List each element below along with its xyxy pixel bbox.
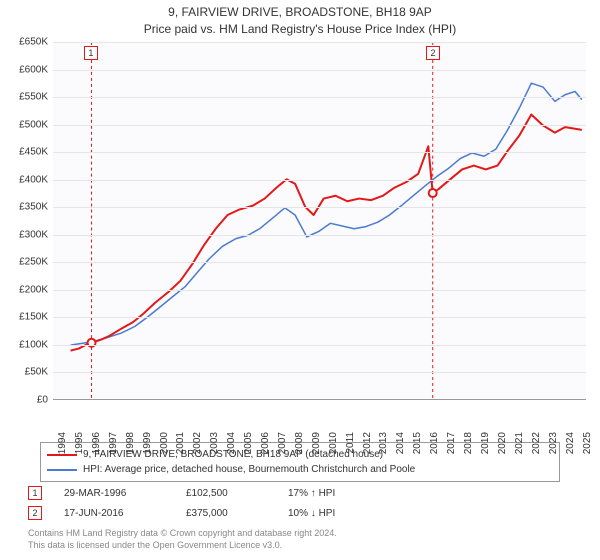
marker-number-box: 1 (84, 46, 98, 60)
x-axis-label: 2017 (446, 432, 457, 454)
y-axis-label: £150K (4, 312, 48, 323)
x-axis-label: 1998 (125, 432, 136, 454)
gridline (53, 42, 586, 43)
x-axis-label: 2015 (412, 432, 423, 454)
y-axis-label: £650K (4, 37, 48, 48)
x-axis-label: 2010 (328, 432, 339, 454)
y-axis-label: £0 (4, 395, 48, 406)
marker-point (429, 189, 437, 197)
gridline (53, 262, 586, 263)
x-axis-label: 2012 (362, 432, 373, 454)
title-line-2: Price paid vs. HM Land Registry's House … (0, 21, 600, 38)
y-axis-label: £300K (4, 229, 48, 240)
gridline (53, 180, 586, 181)
sale-row: 2 17-JUN-2016 £375,000 10% ↓ HPI (28, 504, 388, 522)
sale-delta: 17% ↑ HPI (288, 488, 388, 499)
x-axis-label: 2002 (192, 432, 203, 454)
x-axis-label: 2024 (565, 432, 576, 454)
x-axis-label: 2016 (429, 432, 440, 454)
chart-title: 9, FAIRVIEW DRIVE, BROADSTONE, BH18 9AP … (0, 0, 600, 38)
gridline (53, 290, 586, 291)
y-axis-label: £400K (4, 174, 48, 185)
x-axis-label: 1997 (108, 432, 119, 454)
gridline (53, 372, 586, 373)
gridline (53, 207, 586, 208)
x-axis-label: 2025 (582, 432, 593, 454)
x-axis-label: 2008 (294, 432, 305, 454)
sale-marker-number: 2 (28, 506, 42, 520)
x-axis-label: 2003 (209, 432, 220, 454)
sale-markers-table: 1 29-MAR-1996 £102,500 17% ↑ HPI 2 17-JUN-201… (28, 484, 388, 524)
gridline (53, 97, 586, 98)
x-axis-label: 2022 (531, 432, 542, 454)
sale-price: £375,000 (186, 508, 266, 519)
gridline (53, 125, 586, 126)
x-axis-label: 2001 (175, 432, 186, 454)
gridline (53, 235, 586, 236)
legend-label: HPI: Average price, detached house, Bour… (83, 462, 415, 477)
x-axis-label: 2019 (480, 432, 491, 454)
x-axis-label: 1995 (74, 432, 85, 454)
chart-container: 9, FAIRVIEW DRIVE, BROADSTONE, BH18 9AP … (0, 0, 600, 560)
sale-delta: 10% ↓ HPI (288, 508, 388, 519)
sale-price: £102,500 (186, 488, 266, 499)
x-axis-label: 2013 (378, 432, 389, 454)
x-axis-label: 2018 (463, 432, 474, 454)
x-axis-label: 2023 (548, 432, 559, 454)
y-axis-label: £500K (4, 119, 48, 130)
x-axis-label: 2020 (497, 432, 508, 454)
y-axis-label: £250K (4, 257, 48, 268)
sale-marker-number: 1 (28, 486, 42, 500)
gridline (53, 70, 586, 71)
x-axis-label: 2006 (260, 432, 271, 454)
x-axis-label: 1994 (57, 432, 68, 454)
y-axis-label: £50K (4, 367, 48, 378)
footer-attribution: Contains HM Land Registry data © Crown c… (28, 528, 337, 551)
legend-row: HPI: Average price, detached house, Bour… (47, 462, 553, 477)
y-axis-label: £100K (4, 339, 48, 350)
marker-number-box: 2 (426, 46, 440, 60)
x-axis-label: 2011 (345, 432, 356, 454)
y-axis-label: £350K (4, 202, 48, 213)
y-axis-label: £450K (4, 147, 48, 158)
x-axis-label: 2000 (159, 432, 170, 454)
title-line-1: 9, FAIRVIEW DRIVE, BROADSTONE, BH18 9AP (0, 4, 600, 21)
sale-row: 1 29-MAR-1996 £102,500 17% ↑ HPI (28, 484, 388, 502)
footer-line-1: Contains HM Land Registry data © Crown c… (28, 528, 337, 540)
sale-date: 29-MAR-1996 (64, 488, 164, 499)
y-axis-label: £600K (4, 64, 48, 75)
y-axis-label: £200K (4, 284, 48, 295)
legend-swatch (47, 469, 77, 471)
x-axis-label: 1999 (142, 432, 153, 454)
plot-area (53, 42, 586, 400)
x-axis-label: 2014 (395, 432, 406, 454)
x-axis-label: 2009 (311, 432, 322, 454)
x-axis-label: 2004 (226, 432, 237, 454)
series-line-price_paid (71, 114, 582, 350)
x-axis-label: 2005 (243, 432, 254, 454)
x-axis-label: 2007 (277, 432, 288, 454)
series-line-hpi (71, 83, 582, 345)
x-axis-label: 2021 (514, 432, 525, 454)
y-axis-label: £550K (4, 92, 48, 103)
gridline (53, 152, 586, 153)
gridline (53, 345, 586, 346)
footer-line-2: This data is licensed under the Open Gov… (28, 540, 337, 552)
gridline (53, 317, 586, 318)
sale-date: 17-JUN-2016 (64, 508, 164, 519)
x-axis-label: 1996 (91, 432, 102, 454)
